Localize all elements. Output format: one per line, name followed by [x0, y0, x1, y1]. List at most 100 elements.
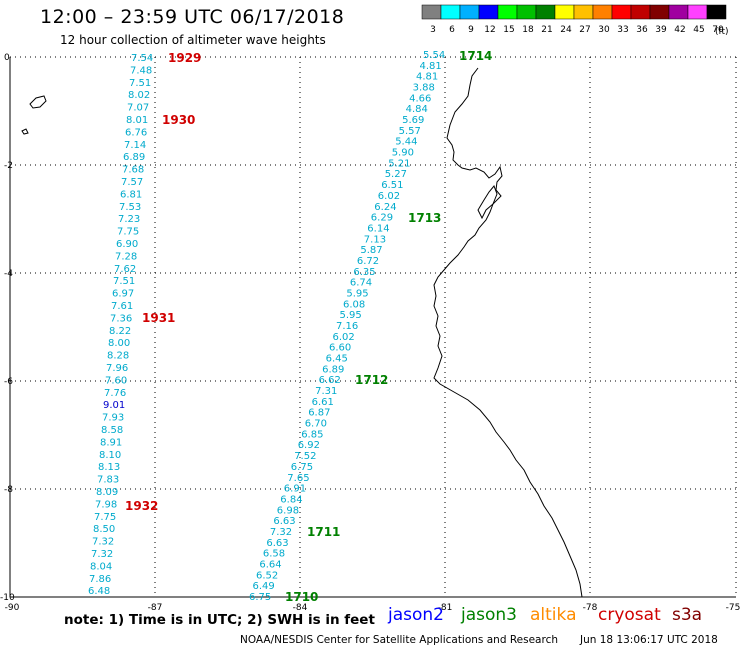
swh-value: 5.54: [423, 50, 445, 61]
legend-label: 18: [522, 25, 534, 35]
swh-value: 6.75: [291, 462, 313, 473]
swh-value: 8.10: [99, 450, 121, 461]
legend-label: 36: [636, 25, 648, 35]
swh-value: 6.60: [329, 343, 351, 354]
swh-value: 7.14: [124, 140, 146, 151]
swh-value: 7.16: [336, 321, 358, 332]
legend-swatch: [554, 4, 575, 20]
swh-value: 6.02: [333, 332, 355, 343]
mission-cryosat: cryosat: [598, 605, 661, 625]
swh-value: 7.98: [95, 499, 117, 510]
swh-value: 7.61: [111, 301, 133, 312]
legend-swatch: [706, 4, 727, 20]
swh-value: 7.65: [287, 473, 309, 484]
swh-value: 6.51: [381, 180, 403, 191]
swh-value: 6.92: [298, 440, 320, 451]
swh-value: 4.81: [420, 61, 442, 72]
legend-swatch: [611, 4, 632, 20]
swh-value: 8.09: [96, 487, 118, 498]
swh-value: 7.75: [94, 512, 116, 523]
cryosat-time-label: 1931: [142, 311, 175, 325]
legend-label: 9: [468, 25, 474, 35]
swh-value: 4.81: [416, 72, 438, 83]
swh-value: 6.76: [125, 127, 147, 138]
legend-swatch: [573, 4, 594, 20]
swh-value: 6.63: [266, 538, 288, 549]
swh-value: 8.02: [128, 90, 150, 101]
swh-value: 6.29: [371, 213, 393, 224]
map-title: 12:00 – 23:59 UTC 06/17/2018: [40, 6, 345, 28]
swh-value: 8.91: [100, 437, 122, 448]
swh-value: 5.87: [360, 245, 382, 256]
legend-label: 30: [598, 25, 610, 35]
swh-value: 6.90: [116, 239, 138, 250]
swh-value: 6.70: [305, 419, 327, 430]
swh-value: 6.64: [259, 560, 281, 571]
swh-value: 5.27: [385, 169, 407, 180]
legend-label: 45: [693, 25, 704, 35]
swh-value: 7.32: [270, 527, 292, 538]
legend-label: 24: [560, 25, 572, 35]
swh-value: 7.83: [97, 475, 119, 486]
swh-value: 7.23: [118, 214, 140, 225]
footnote: note: 1) Time is in UTC; 2) SWH is in fe…: [64, 612, 375, 628]
swh-value: 6.91: [284, 484, 306, 495]
swh-value: 7.51: [113, 276, 135, 287]
legend-swatch: [592, 4, 613, 20]
lon-label: -81: [438, 603, 453, 613]
swh-value: 6.35: [353, 267, 375, 278]
swh-value: 7.60: [105, 375, 127, 386]
swh-value: 7.07: [127, 103, 149, 114]
legend-swatch: [687, 4, 708, 20]
legend-label: 33: [617, 25, 628, 35]
swh-value: 6.52: [256, 570, 278, 581]
swh-value: 7.36: [110, 313, 132, 324]
legend-label: 6: [449, 25, 455, 35]
swh-value: 7.13: [364, 234, 386, 245]
legend-label: 15: [503, 25, 514, 35]
swh-value: 6.84: [280, 494, 302, 505]
legend-swatch: [440, 4, 461, 20]
swh-value: 7.75: [117, 227, 139, 238]
island-tiny: [21, 128, 29, 135]
swh-value: 6.14: [367, 223, 389, 234]
island-small: [29, 95, 47, 109]
legend-swatch: [478, 4, 499, 20]
swh-value: 6.81: [120, 189, 142, 200]
swh-value: 7.76: [104, 388, 126, 399]
mission-altika: altika: [530, 605, 577, 625]
latitude-labels: 0 -2 -4 -6 -8 -10: [0, 53, 15, 603]
swh-value: 8.01: [126, 115, 148, 126]
lat-label: -2: [4, 161, 13, 171]
swh-value: 7.62: [114, 264, 136, 275]
swh-value: 7.53: [119, 202, 141, 213]
swh-value: 9.01: [103, 400, 125, 411]
swh-value: 5.95: [340, 310, 362, 321]
legend-unit-label: (ft): [715, 27, 729, 37]
swh-value: 6.87: [308, 408, 330, 419]
mission-jason3: jason3: [461, 605, 517, 625]
swh-value: 6.63: [273, 516, 295, 527]
legend-swatch: [535, 4, 556, 20]
jason3-time-label: 1713: [408, 211, 441, 225]
color-legend: 3 6 9 12 15 18 21 24 27 30 33 36 39 42 45 70: [421, 4, 727, 35]
jason3-time-label: 1712: [355, 373, 388, 387]
swh-value: 7.32: [92, 537, 114, 548]
swh-value: 8.58: [101, 425, 123, 436]
jason3-time-label: 1711: [307, 525, 340, 539]
lon-label: -90: [5, 603, 20, 613]
swh-value: 6.48: [88, 586, 110, 597]
swh-value: 7.28: [115, 251, 137, 262]
cryosat-time-label: 1930: [162, 113, 195, 127]
swh-value: 7.86: [89, 574, 111, 585]
coastline: [433, 67, 583, 598]
swh-value: 7.54: [131, 53, 153, 64]
swh-value: 8.04: [90, 561, 112, 572]
swh-value: 7.51: [129, 78, 151, 89]
swh-value: 4.66: [409, 93, 431, 104]
swh-value: 6.62: [319, 375, 341, 386]
swh-value: 6.89: [123, 152, 145, 163]
swh-value: 7.32: [91, 549, 113, 560]
swh-value: 6.89: [322, 364, 344, 375]
